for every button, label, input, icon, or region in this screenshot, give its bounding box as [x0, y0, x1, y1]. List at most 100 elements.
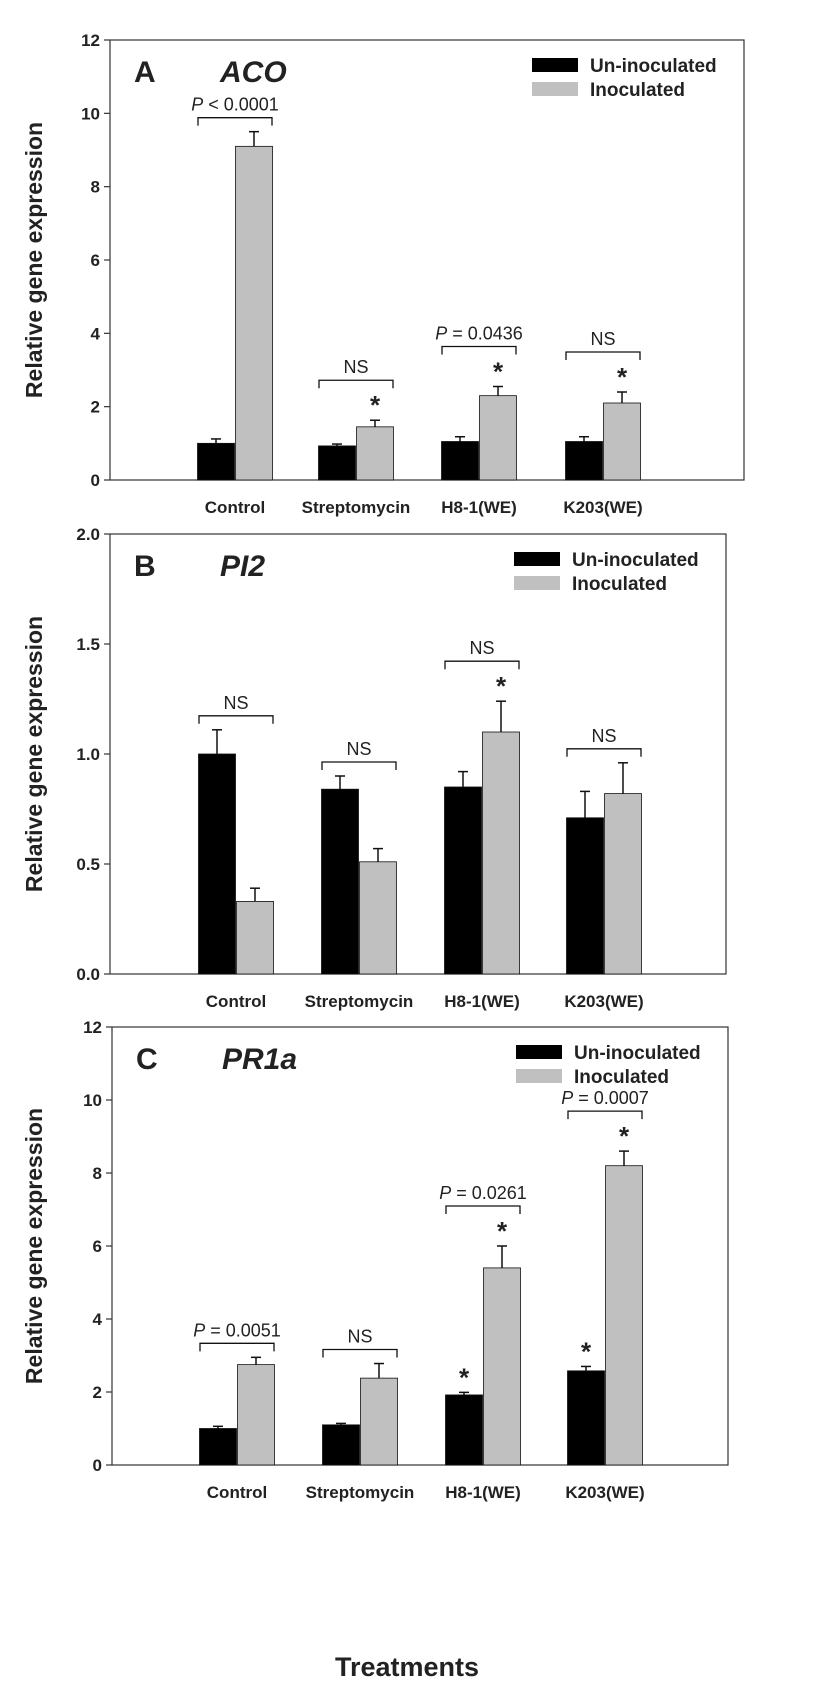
y-axis-title: Relative gene expression [21, 122, 47, 398]
y-tick-label: 0 [91, 471, 100, 490]
comparison-label: NS [591, 726, 616, 746]
panel-b [104, 533, 727, 975]
comparison-value: = 0.0007 [573, 1088, 649, 1108]
panel-label: A [134, 56, 156, 89]
comparison-value: NS [590, 329, 615, 349]
comparison-bracket [444, 660, 520, 670]
bar-inoculated-0 [235, 145, 273, 481]
comparison-bracket [445, 1205, 521, 1214]
bar-inoculated-2 [479, 395, 517, 481]
comparison-label: NS [469, 638, 494, 658]
panel-a [104, 39, 745, 481]
comparison-value: < 0.0001 [203, 95, 279, 115]
panel-label: B [134, 550, 156, 583]
significance-star: * [496, 671, 507, 701]
gene-title: PR1a [222, 1043, 297, 1076]
comparison-label: P = 0.0007 [561, 1088, 649, 1108]
bar-uninoculated-3 [566, 817, 604, 975]
comparison-bracket [567, 1110, 643, 1120]
significance-star: * [617, 362, 628, 392]
significance-star: * [619, 1121, 630, 1151]
comparison-bracket [321, 761, 397, 770]
bar-inoculated-3 [604, 793, 642, 975]
category-label: Control [207, 1483, 267, 1502]
bar-uninoculated-3 [567, 1370, 605, 1466]
category-label: K203(WE) [563, 498, 642, 517]
comparison-value: NS [347, 1327, 372, 1347]
comparison-bracket [198, 715, 274, 724]
bar-inoculated-0 [237, 1364, 275, 1466]
x-axis-title: Treatments [335, 1652, 479, 1682]
comparison-bracket [318, 379, 394, 389]
p-symbol: P [561, 1088, 573, 1108]
comparison-label: NS [347, 1327, 372, 1347]
legend-swatch [514, 552, 560, 566]
legend-label: Un-inoculated [574, 1043, 701, 1064]
significance-star: * [497, 1216, 508, 1246]
legend-swatch [532, 82, 578, 96]
bar-inoculated-1 [356, 426, 394, 481]
significance-star: * [493, 357, 504, 387]
bar-inoculated-0 [236, 901, 274, 975]
bar-inoculated-1 [359, 861, 397, 975]
p-symbol: P [435, 324, 447, 344]
bar-uninoculated-2 [445, 1394, 483, 1466]
y-tick-label: 0 [93, 1456, 102, 1475]
category-label: Control [205, 498, 265, 517]
category-label: Streptomycin [302, 498, 411, 517]
bar-uninoculated-0 [199, 1428, 237, 1466]
comparison-bracket [197, 117, 273, 126]
y-tick-label: 4 [91, 324, 101, 343]
category-label: Control [206, 992, 266, 1011]
bar-uninoculated-3 [565, 441, 603, 481]
category-label: H8-1(WE) [444, 992, 520, 1011]
y-tick-label: 2 [91, 398, 100, 417]
legend-swatch [514, 576, 560, 590]
comparison-label: NS [346, 739, 371, 759]
bar-uninoculated-2 [444, 786, 482, 975]
comparison-bracket [199, 1342, 275, 1352]
bar-uninoculated-1 [318, 445, 356, 481]
p-symbol: P [193, 1320, 205, 1340]
legend-label: Inoculated [572, 574, 667, 595]
y-tick-label: 12 [81, 31, 100, 50]
y-tick-label: 2 [93, 1383, 102, 1402]
y-tick-label: 10 [83, 1091, 102, 1110]
y-tick-label: 0.0 [76, 965, 100, 984]
legend-label: Inoculated [574, 1067, 669, 1088]
gene-title: PI2 [220, 550, 265, 583]
comparison-label: P = 0.0261 [439, 1183, 527, 1203]
legend-swatch [516, 1069, 562, 1083]
comparison-label: NS [343, 357, 368, 377]
bar-uninoculated-0 [197, 442, 235, 481]
legend-label: Inoculated [590, 80, 685, 101]
y-tick-label: 1.0 [76, 745, 100, 764]
y-tick-label: 4 [93, 1310, 103, 1329]
p-symbol: P [191, 95, 203, 115]
y-axis-title: Relative gene expression [21, 616, 47, 892]
legend-swatch [516, 1045, 562, 1059]
comparison-label: P = 0.0436 [435, 324, 523, 344]
bar-uninoculated-2 [441, 441, 479, 481]
legend-label: Un-inoculated [590, 56, 717, 77]
category-label: Streptomycin [305, 992, 414, 1011]
comparison-label: NS [223, 693, 248, 713]
comparison-value: NS [223, 693, 248, 713]
y-tick-label: 8 [91, 178, 100, 197]
significance-star: * [459, 1362, 470, 1392]
comparison-label: P < 0.0001 [191, 95, 279, 115]
bar-inoculated-2 [482, 731, 520, 975]
legend-label: Un-inoculated [572, 550, 699, 571]
comparison-value: = 0.0261 [451, 1183, 527, 1203]
bar-uninoculated-1 [322, 1424, 360, 1466]
category-label: K203(WE) [564, 992, 643, 1011]
y-tick-label: 0.5 [76, 855, 100, 874]
bar-inoculated-1 [360, 1377, 398, 1466]
comparison-bracket [566, 748, 642, 757]
significance-star: * [370, 390, 381, 420]
bar-inoculated-3 [603, 402, 641, 481]
y-tick-label: 10 [81, 104, 100, 123]
panel-c [106, 1026, 729, 1466]
category-label: H8-1(WE) [445, 1483, 521, 1502]
y-axis-title: Relative gene expression [21, 1108, 47, 1384]
